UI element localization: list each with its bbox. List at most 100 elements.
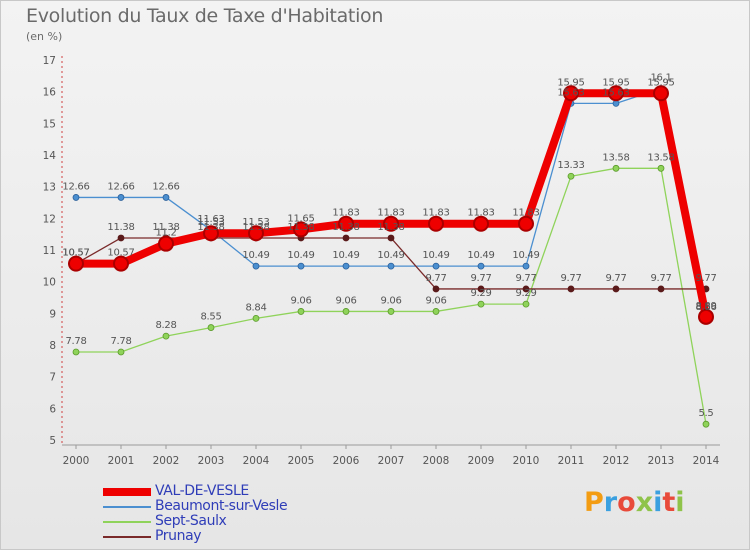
x-tick-label: 2013 [648,455,675,467]
y-tick-label: 12 [43,213,56,225]
data-point [702,420,710,428]
data-point [252,314,260,322]
x-tick-label: 2005 [288,455,315,467]
logo-letter: r [603,487,618,518]
legend-label: VAL-DE-VESLE [155,483,249,499]
data-point [117,194,125,201]
y-tick-label: 8 [49,340,56,352]
data-label: 15.95 [647,77,674,88]
y-tick-label: 9 [49,308,56,320]
logo-letter: x [635,487,654,518]
data-point [567,172,575,180]
data-label: 9.06 [290,295,311,306]
data-point [612,285,620,293]
logo-letter: P [584,487,604,518]
data-label: 11.83 [422,208,449,219]
data-point [432,262,440,270]
data-point [207,324,215,331]
data-point [428,215,444,232]
data-label: 10.49 [377,250,404,261]
data-point [297,308,305,315]
data-point [252,262,260,270]
data-label: 8.28 [155,320,176,331]
data-point [477,262,485,270]
data-point [522,300,530,308]
data-label: 8.84 [245,302,266,313]
legend-label: Beaumont-sur-Vesle [155,498,288,514]
logo-letter: i [675,487,685,518]
data-label: 11.53 [197,217,224,228]
x-tick-label: 2002 [153,455,180,467]
data-point [387,308,395,315]
legend-swatch [103,536,151,538]
data-point [608,85,624,102]
x-tick-label: 2001 [108,455,135,467]
x-tick-label: 2012 [603,455,630,467]
y-tick-label: 11 [43,245,56,257]
x-tick-label: 2010 [513,455,540,467]
data-label: 11.38 [332,222,359,233]
data-point [293,221,309,238]
data-label: 15.95 [602,77,629,88]
data-label: 11.38 [107,222,134,233]
y-tick-label: 15 [43,118,56,130]
y-tick-label: 5 [49,435,56,447]
data-label: 9.77 [425,273,446,284]
data-label: 10.57 [107,248,134,259]
data-point [68,255,84,272]
data-label: 10.49 [287,250,314,261]
x-tick-label: 2000 [63,455,90,467]
data-label: 11.83 [467,208,494,219]
data-label: 10.49 [512,250,539,261]
y-tick-label: 17 [43,55,56,67]
data-point [338,215,354,232]
x-tick-label: 2009 [468,455,495,467]
x-tick-label: 2011 [558,455,585,467]
data-label: 10.49 [422,250,449,261]
y-tick-label: 16 [43,87,57,99]
data-point [342,308,350,315]
data-point [563,85,579,102]
legend-swatch [103,521,151,523]
data-label: 10.49 [242,250,269,261]
data-label: 9.06 [425,295,446,306]
data-label: 9.77 [605,273,626,284]
data-point [113,255,129,272]
data-label: 10.49 [467,250,494,261]
y-tick-label: 6 [49,403,56,415]
data-point [473,215,489,232]
proxiti-logo: Proxiti [584,487,685,518]
data-point [342,262,350,270]
data-label: 15.63 [557,87,584,98]
data-point [432,308,440,315]
x-tick-label: 2014 [693,455,720,467]
data-label: 11.38 [287,222,314,233]
data-label: 9.77 [515,273,536,284]
data-point [383,215,399,232]
data-point [162,332,170,340]
data-point [72,348,80,356]
data-label: 13.58 [647,152,674,163]
data-label: 15.63 [602,87,629,98]
data-label: 13.33 [557,160,584,171]
data-point [653,85,669,102]
data-point [567,285,575,293]
data-label: 13.58 [602,152,629,163]
data-label: 7.78 [65,336,86,347]
x-tick-label: 2004 [243,455,270,467]
x-tick-label: 2006 [333,455,360,467]
data-point [518,215,534,232]
data-label: 16.1 [650,73,671,84]
data-label: 11.83 [332,208,359,219]
data-label: 8.86 [695,302,716,313]
legend-label: Sept-Saulx [155,513,227,529]
y-tick-label: 10 [43,277,56,289]
data-label: 11.2 [155,228,176,239]
x-tick-label: 2003 [198,455,225,467]
data-label: 9.29 [515,288,536,299]
logo-letter: i [653,487,663,518]
data-point [297,262,305,270]
data-point [117,348,125,356]
logo-letter: t [662,487,676,518]
